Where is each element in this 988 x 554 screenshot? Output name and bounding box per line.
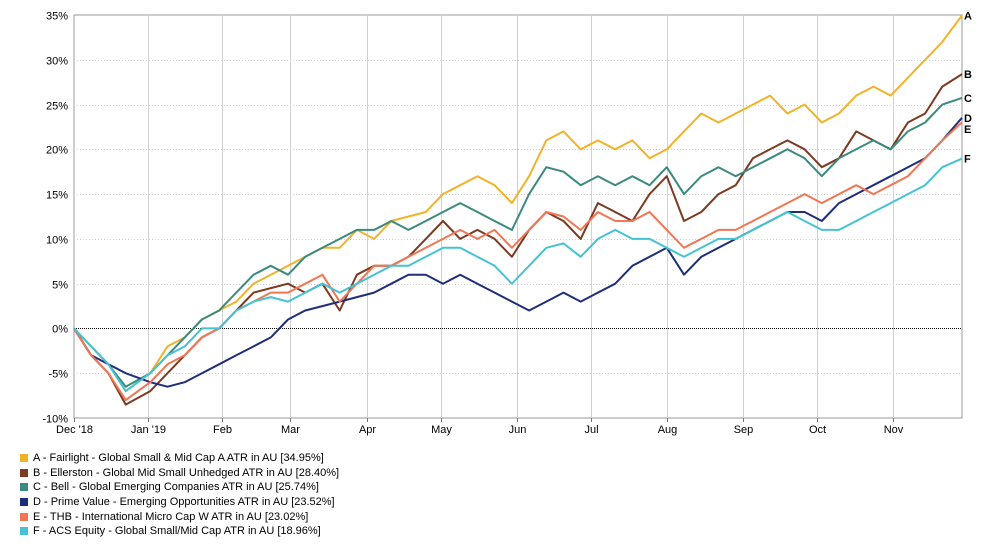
- legend-swatch: [20, 512, 28, 521]
- x-tick-label: Aug: [658, 424, 678, 436]
- x-tick-label: Jun: [509, 424, 527, 436]
- x-tick-label: Apr: [359, 424, 376, 436]
- x-tick-label: Mar: [281, 424, 300, 436]
- y-tick-label: 15%: [46, 190, 68, 202]
- x-tick-label: Dec '18: [56, 424, 93, 436]
- legend-label: E - THB - International Micro Cap W ATR …: [33, 510, 309, 523]
- y-tick-label: 20%: [46, 145, 68, 157]
- series-end-label: D: [964, 113, 972, 125]
- legend-item: D - Prime Value - Emerging Opportunities…: [20, 495, 339, 510]
- series-end-label: A: [964, 10, 972, 22]
- performance-chart: 35% 30% 25% 20% 15% 10% 5% 0% -5% -10% Dec '18 Jan …: [42, 10, 972, 436]
- legend-item: B - Ellerston - Global Mid Small Unhedge…: [20, 466, 339, 481]
- x-tick-label: Oct: [809, 424, 826, 436]
- x-tick-label: Jan '19: [131, 424, 166, 436]
- legend-swatch: [20, 468, 28, 477]
- series-end-label: B: [964, 69, 972, 81]
- x-tick-label: Sep: [734, 424, 754, 436]
- legend-item: E - THB - International Micro Cap W ATR …: [20, 509, 339, 524]
- legend-swatch: [20, 498, 28, 507]
- chart-canvas: 35% 30% 25% 20% 15% 10% 5% 0% -5% -10%Dec '18 Jan …: [42, 10, 972, 436]
- series-line-d: [73, 117, 963, 388]
- legend-item: C - Bell - Global Emerging Companies ATR…: [20, 480, 339, 495]
- x-tick-label: Jul: [584, 424, 598, 436]
- x-tick-label: May: [431, 424, 452, 436]
- y-tick-label: 25%: [46, 101, 68, 113]
- legend-item: F - ACS Equity - Global Small/Mid Cap AT…: [20, 524, 339, 539]
- y-tick-label: 10%: [46, 235, 68, 247]
- y-tick-label: 5%: [52, 280, 68, 292]
- series-line-f: [73, 157, 963, 393]
- legend-swatch: [20, 483, 28, 492]
- y-tick-label: -10%: [42, 414, 68, 426]
- x-tick-label: Feb: [213, 424, 232, 436]
- series-line-a: [73, 14, 963, 393]
- series-end-label: F: [964, 154, 971, 166]
- x-tick-label: Nov: [884, 424, 904, 436]
- series-end-label: C: [964, 93, 972, 105]
- legend-item: A - Fairlight - Global Small & Mid Cap A…: [20, 451, 339, 466]
- chart-legend: A - Fairlight - Global Small & Mid Cap A…: [20, 451, 339, 539]
- y-tick-label: 0%: [52, 324, 68, 336]
- y-tick-label: 30%: [46, 56, 68, 68]
- legend-label: B - Ellerston - Global Mid Small Unhedge…: [33, 466, 340, 479]
- y-tick-label: 35%: [46, 11, 68, 23]
- legend-swatch: [20, 527, 28, 536]
- series-line-c: [73, 96, 963, 388]
- y-tick-label: -5%: [48, 369, 68, 381]
- legend-label: A - Fairlight - Global Small & Mid Cap A…: [33, 452, 324, 465]
- legend-label: F - ACS Equity - Global Small/Mid Cap AT…: [33, 525, 321, 538]
- legend-label: C - Bell - Global Emerging Companies ATR…: [33, 481, 319, 494]
- series-end-label: E: [964, 124, 971, 136]
- legend-label: D - Prime Value - Emerging Opportunities…: [33, 496, 335, 509]
- legend-swatch: [20, 454, 28, 463]
